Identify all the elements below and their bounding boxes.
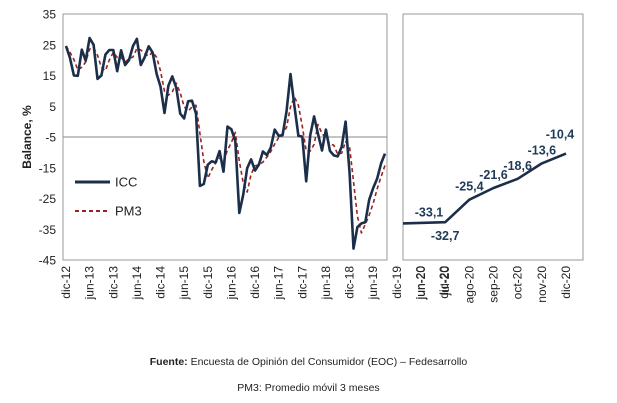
series-line-icc — [64, 36, 387, 250]
source-note: Fuente: Encuesta de Opinión del Consumid… — [0, 356, 617, 368]
x-tick-label: dic-16 — [248, 266, 262, 299]
right-x-tick-label: sep-20 — [487, 266, 501, 303]
y-tick-label: 15 — [43, 69, 57, 83]
source-text: Encuesta de Opinión del Consumidor (EOC)… — [187, 356, 468, 368]
source-label: Fuente: — [149, 356, 188, 368]
x-tick-label: jun-16 — [224, 266, 238, 301]
data-label: -13,6 — [528, 143, 557, 157]
data-label: -21,6 — [479, 168, 508, 182]
x-tick-label: jun-18 — [319, 266, 333, 301]
x-tick-label: dic-13 — [106, 266, 120, 299]
right-series-group — [402, 152, 567, 225]
right-data-labels: -33,1 -32,7 -25,4-21,6-18,6 -13,6-10,4 — [415, 128, 575, 244]
right-x-tick-label: dic-20 — [559, 266, 573, 299]
right-x-tick-label: jul-20 — [438, 266, 452, 297]
y-tick-label: 5 — [49, 100, 56, 114]
x-tick-label: dic-17 — [295, 266, 309, 299]
data-label: -10,4 — [546, 128, 575, 142]
y-tick-label: -35 — [39, 223, 57, 237]
x-tick-label: jun-14 — [130, 266, 144, 301]
x-tick-label: dic-18 — [343, 266, 357, 299]
y-tick-label: -45 — [39, 254, 57, 268]
legend-pm3-label: PM3 — [115, 204, 142, 219]
right-x-tick-label: jun-20 — [414, 266, 428, 301]
data-label: -33,1 — [415, 205, 444, 219]
x-tick-label: dic-12 — [59, 266, 73, 299]
left-x-axis-ticks: dic-12 jun-13 dic-13 jun-14 dic-14 jun-15 dic-… — [59, 266, 451, 301]
right-x-tick-label: oct-20 — [511, 266, 525, 300]
left-chart-panel: 35 25 15 5 -5 -15 -25 -35 -45 dic-12 jun-13 dic-13… — [20, 8, 451, 301]
x-tick-label: jun-20 — [413, 266, 427, 301]
data-label: -25,4 — [455, 180, 484, 194]
y-axis-label: Balance, % — [20, 105, 34, 169]
x-tick-label: jun-13 — [83, 266, 97, 301]
x-tick-label: dic-19 — [390, 266, 404, 299]
x-tick-label: jun-19 — [366, 266, 380, 301]
y-tick-label: 35 — [43, 8, 57, 22]
pm3-note: PM3: Promedio móvil 3 meses — [237, 382, 380, 394]
right-plot-frame — [402, 13, 584, 261]
left-y-axis-ticks: 35 25 15 5 -5 -15 -25 -35 -45 — [39, 8, 57, 268]
left-series-group — [64, 36, 387, 250]
x-tick-label: jun-15 — [177, 266, 191, 301]
y-tick-label: -5 — [45, 131, 56, 145]
legend: ICC PM3 — [75, 175, 142, 219]
y-tick-label: -15 — [39, 161, 57, 175]
right-x-tick-label: nov-20 — [535, 266, 549, 303]
data-label: -18,6 — [503, 159, 532, 173]
right-x-axis-ticks: jun-20 jul-20 ago-20 sep-20 oct-20 nov-20 dic-… — [414, 266, 573, 304]
data-label: -32,7 — [431, 229, 460, 243]
y-tick-label: 25 — [43, 38, 57, 52]
right-x-tick-label: ago-20 — [462, 266, 476, 304]
y-tick-label: -25 — [39, 192, 57, 206]
right-series-line-icc — [402, 152, 567, 225]
x-tick-label: jun-17 — [272, 266, 286, 301]
x-tick-label: dic-15 — [201, 266, 215, 299]
x-tick-label: dic-20 — [437, 266, 451, 299]
legend-icc-label: ICC — [115, 175, 137, 190]
right-chart-panel: jun-20 jul-20 ago-20 sep-20 oct-20 nov-20 dic-… — [402, 13, 584, 304]
x-tick-label: dic-14 — [154, 266, 168, 299]
